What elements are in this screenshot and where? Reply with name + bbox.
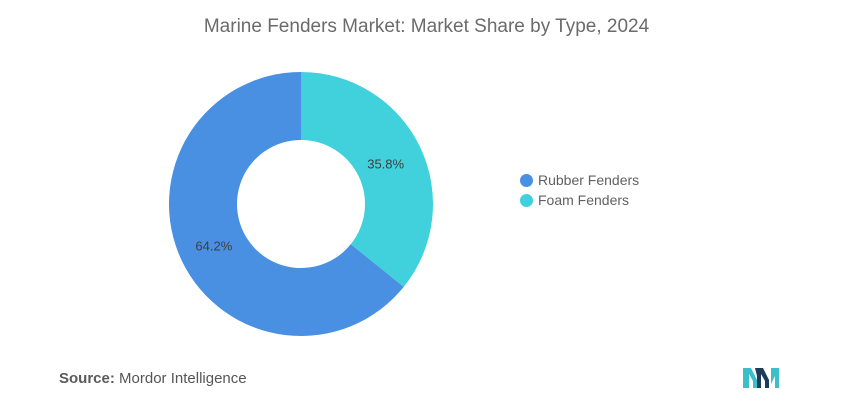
legend-item-foam-fenders[interactable]: Foam Fenders <box>520 190 639 210</box>
source-text: Mordor Intelligence <box>119 370 247 387</box>
mordor-intelligence-logo <box>743 368 779 388</box>
slice-label-rubber-fenders: 64.2% <box>195 239 232 254</box>
legend-item-rubber-fenders[interactable]: Rubber Fenders <box>520 170 639 190</box>
legend-label-foam-fenders: Foam Fenders <box>538 192 630 208</box>
slice-foam-fenders[interactable] <box>301 72 434 287</box>
source-label: Source: <box>59 370 115 387</box>
legend-swatch-foam-fenders <box>520 193 533 207</box>
chart-title: Marine Fenders Market: Market Share by T… <box>203 16 650 37</box>
logo-shape-right <box>771 368 779 388</box>
logo-shape-left <box>743 368 757 388</box>
donut-slices <box>169 72 434 336</box>
source-note: Source: Mordor Intelligence <box>59 370 247 387</box>
slice-rubber-fenders[interactable] <box>169 72 404 336</box>
slice-label-foam-fenders: 35.8% <box>367 157 404 172</box>
logo-shape-middle <box>755 368 769 388</box>
slice-labels: 64.2% 35.8% <box>195 157 404 254</box>
legend: Rubber Fenders Foam Fenders <box>520 170 639 210</box>
legend-swatch-rubber-fenders <box>520 173 533 187</box>
legend-label-rubber-fenders: Rubber Fenders <box>538 172 640 188</box>
